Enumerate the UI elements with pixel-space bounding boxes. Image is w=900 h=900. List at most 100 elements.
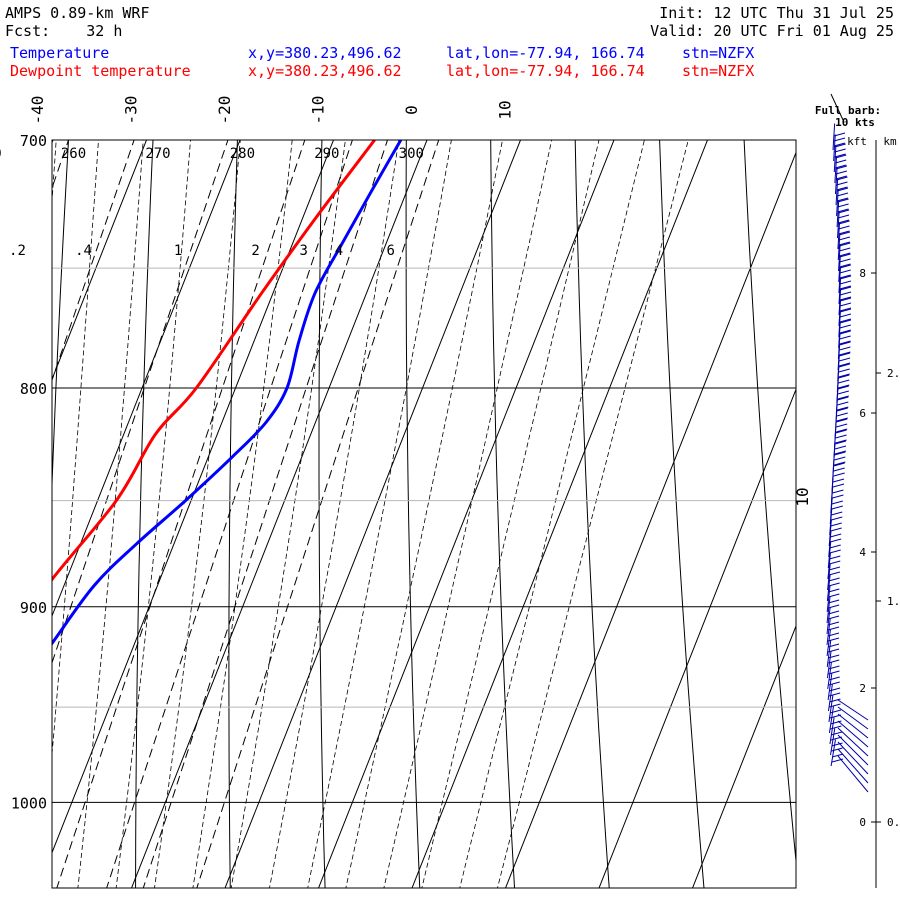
wind-barb-flag <box>839 264 851 269</box>
wind-barb-flag <box>837 198 849 203</box>
theta-label: 290 <box>314 146 339 162</box>
wind-barb-flag <box>834 445 847 450</box>
moist-adiabat-line <box>77 140 144 888</box>
dry-adiabat-line <box>135 140 154 888</box>
mixing-ratio-label: .4 <box>75 243 92 259</box>
wind-barb-flag <box>833 137 846 142</box>
moist-adiabat-line <box>115 140 191 888</box>
wind-barb-flag <box>835 165 848 170</box>
wind-barb-flag <box>836 181 848 186</box>
wind-barb-flag <box>837 219 850 224</box>
kft-tick-label: 4 <box>859 546 866 559</box>
wind-barb-flag <box>835 429 847 434</box>
wind-barb-flag <box>835 434 847 439</box>
wind-barb-flag <box>831 500 843 505</box>
wind-barb-staff <box>828 530 832 558</box>
wind-barb-flag <box>839 253 851 258</box>
kft-tick-label: 8 <box>859 267 866 280</box>
isotherm-label: -40 <box>28 96 47 125</box>
isotherm-label: 10 <box>496 100 515 119</box>
moist-adiabat-line <box>52 140 57 207</box>
mixing-ratio-line <box>56 140 306 888</box>
wind-barb-staff <box>835 178 839 206</box>
wind-barb-staff <box>838 288 842 316</box>
wind-barb-flag <box>836 176 848 181</box>
mixing-ratio-line <box>52 140 135 382</box>
wind-barb-staff <box>826 651 832 679</box>
wind-barb-staff <box>837 713 869 739</box>
wind-barb-flag <box>827 637 840 642</box>
km-tick-label: 1. <box>887 595 900 608</box>
wind-barb-staff <box>826 585 831 613</box>
wind-barb-flag <box>839 351 851 356</box>
wind-barb-flag <box>834 148 846 153</box>
wind-barb-staff <box>833 145 837 173</box>
wind-barb-flag <box>838 362 851 367</box>
wind-barb-flag <box>839 252 851 257</box>
wind-barb-flag <box>839 307 852 312</box>
wind-barb-flag <box>830 538 842 543</box>
wind-barb-flag <box>839 318 852 323</box>
wind-barb-staff <box>837 211 840 239</box>
wind-barb-flag <box>828 676 840 681</box>
wind-barb-staff <box>838 244 841 272</box>
wind-barb-flag <box>831 511 843 516</box>
wind-barb-flag <box>839 269 851 274</box>
wind-barb-staff <box>838 299 842 327</box>
wind-barb-flag <box>837 208 849 213</box>
wind-barb-flag <box>827 648 840 653</box>
wind-barb-staff <box>827 662 832 690</box>
wind-barb-flag <box>839 319 851 324</box>
wind-barb-flag <box>835 439 847 444</box>
wind-barb-flag <box>837 401 849 406</box>
wind-barb-staff <box>837 734 869 766</box>
wind-barb-flag <box>835 175 848 180</box>
wind-barb-flag <box>839 346 851 351</box>
wind-barb-staff <box>837 741 869 775</box>
dewpoint-profile-line <box>52 140 376 582</box>
wind-barb-staff <box>826 574 831 602</box>
mixing-ratio-line <box>142 140 389 888</box>
wind-barb-flag <box>839 340 851 345</box>
wind-barb-flag <box>832 483 845 488</box>
wind-barb-staff <box>826 640 832 668</box>
isotherm-line <box>52 140 335 855</box>
wind-barb-flag <box>839 280 852 285</box>
wind-barb-staff <box>837 233 841 261</box>
model-title: AMPS 0.89-km WRF <box>5 4 150 22</box>
moist-adiabat-line <box>345 140 503 888</box>
km-unit-label: km <box>883 135 897 148</box>
wind-barb-flag <box>833 462 845 467</box>
wind-barb-flag <box>828 577 840 582</box>
isotherm-label: -10 <box>309 96 328 125</box>
temperature-station: stn=NZFX <box>682 44 755 62</box>
wind-barb-flag <box>834 440 847 445</box>
isotherm-line <box>411 140 709 888</box>
mixing-ratio-line <box>196 140 440 888</box>
wind-barb-flag <box>837 395 849 400</box>
theta-label: 280 <box>230 146 255 162</box>
wind-barb-flag <box>838 374 850 379</box>
wind-barb-flag <box>836 407 848 412</box>
mixing-ratio-label: .2 <box>9 243 26 259</box>
isotherm-label: 0 <box>402 105 421 115</box>
dry-adiabat-line <box>574 140 610 888</box>
dewpoint-station: stn=NZFX <box>682 62 755 80</box>
temperature-series-label: Temperature <box>10 44 110 62</box>
wind-barb-staff <box>827 563 831 591</box>
wind-barb-staff <box>826 596 831 624</box>
theta-label: 270 <box>145 146 170 162</box>
wind-barb-staff <box>828 706 834 734</box>
wind-barb-flag <box>828 571 841 576</box>
wind-barb-staff <box>838 255 841 283</box>
barb-legend-staff <box>830 93 844 121</box>
wind-barb-flag <box>833 467 845 472</box>
wind-barb-flag <box>838 230 850 235</box>
isotherm-label: -20 <box>215 96 234 125</box>
dry-adiabat-line <box>228 140 238 888</box>
wind-barb-flag <box>830 731 843 736</box>
wind-barb-flag <box>831 516 843 521</box>
wind-barb-flag <box>839 341 851 346</box>
wind-barb-flag <box>827 626 840 631</box>
